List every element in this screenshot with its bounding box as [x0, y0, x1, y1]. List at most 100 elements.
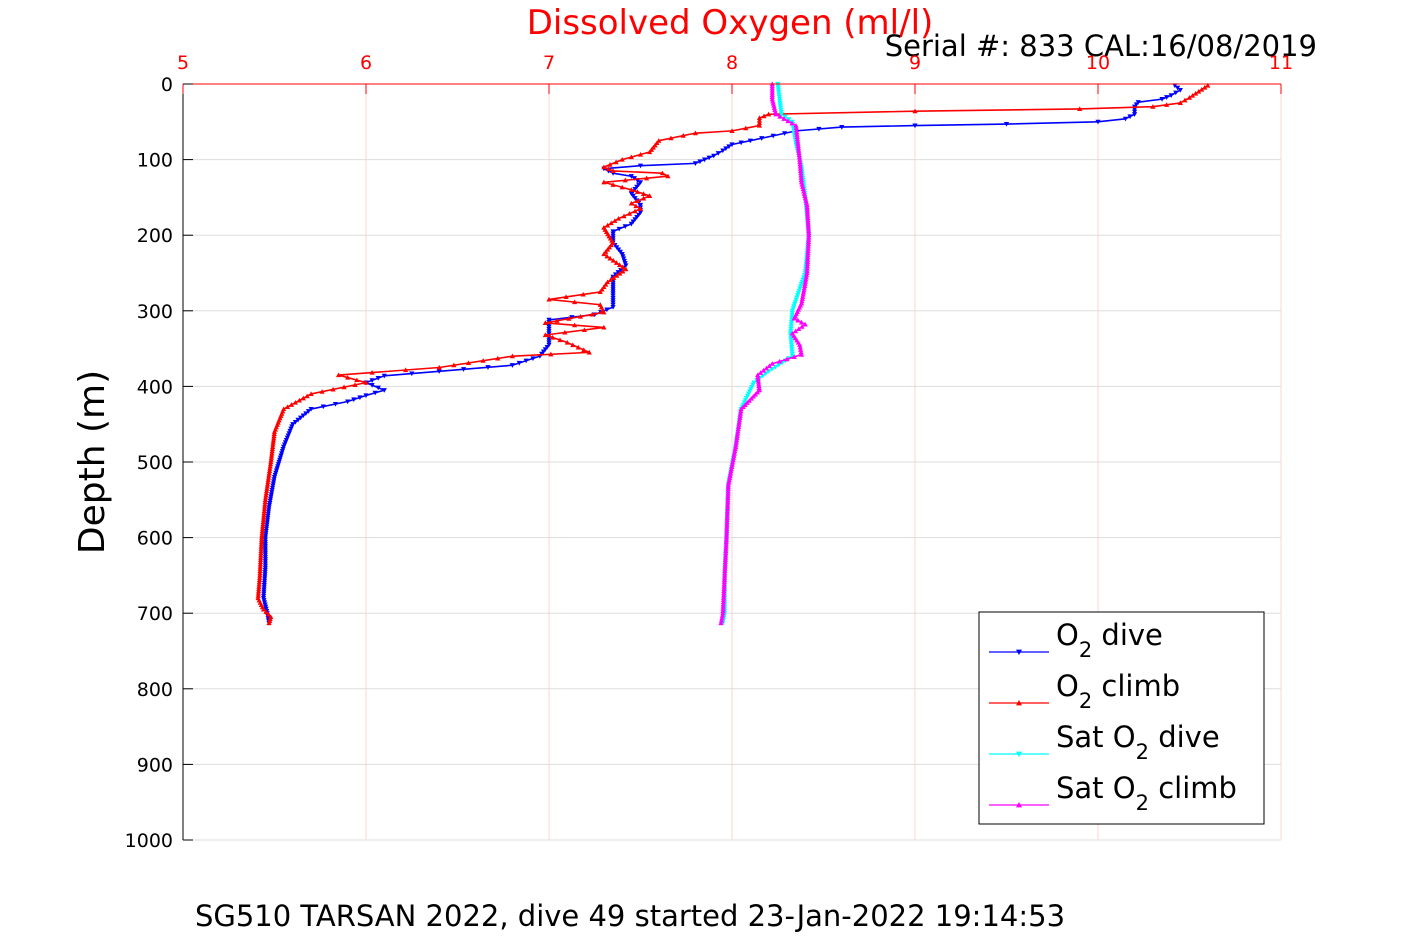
series-point [612, 218, 618, 223]
series-point [258, 555, 264, 560]
series-point [723, 146, 729, 152]
series-point [375, 376, 381, 381]
series-point [264, 486, 270, 491]
series-point [335, 372, 342, 378]
series-point [610, 168, 616, 174]
series-point [548, 351, 554, 357]
series-point [295, 417, 301, 423]
series-point [772, 109, 778, 115]
series-point [261, 514, 267, 520]
series-point [723, 535, 730, 540]
series-point [737, 410, 744, 416]
series-point [269, 446, 276, 452]
series-point [772, 364, 778, 370]
series-point [781, 116, 787, 121]
series-point [771, 103, 777, 108]
series-point [1095, 119, 1101, 125]
series-point [637, 206, 644, 211]
series-point [262, 501, 268, 507]
series-point [332, 401, 339, 407]
x-tick-label: 5 [177, 52, 189, 74]
series-point [805, 245, 811, 251]
series-point [737, 413, 743, 418]
series-point [258, 543, 264, 549]
series-point [798, 170, 804, 176]
series-point [575, 344, 581, 350]
legend-swatch-marker [1016, 700, 1022, 706]
series-point [795, 138, 801, 144]
series-point [628, 221, 634, 227]
series-point [266, 470, 272, 476]
series-point [381, 373, 387, 379]
series-point [755, 378, 762, 384]
series-point [608, 277, 614, 283]
series-point [797, 344, 803, 350]
series-point [796, 326, 802, 332]
series-point [735, 428, 741, 434]
series-point [776, 358, 783, 364]
series-point [546, 296, 552, 302]
series-point [789, 120, 795, 126]
series-point [797, 163, 803, 169]
series-point [721, 595, 727, 600]
series-point [668, 135, 674, 141]
series-point [260, 606, 267, 612]
series-point [772, 107, 778, 112]
series-point [1175, 85, 1181, 91]
series-point [805, 213, 811, 218]
series-point [259, 532, 265, 538]
series-point [586, 349, 592, 355]
series-point [733, 444, 739, 449]
series-point [570, 342, 576, 348]
series-0 [260, 83, 1183, 626]
series-point [308, 407, 314, 412]
series-point [256, 586, 262, 592]
series-point [792, 328, 799, 334]
series-point [805, 254, 811, 260]
series-point [623, 266, 629, 272]
series-point [793, 125, 799, 130]
series-point [692, 130, 698, 136]
series-point [270, 439, 276, 445]
series-point [562, 329, 568, 335]
series-point [805, 219, 811, 225]
series-line [720, 84, 810, 624]
series-point [711, 153, 717, 159]
series-point [608, 220, 614, 226]
series-point [637, 163, 644, 169]
series-point [735, 424, 742, 429]
series-point [381, 388, 387, 393]
series-point [798, 349, 804, 355]
series-point [816, 126, 822, 132]
series-point [726, 479, 732, 485]
series-point [724, 504, 731, 509]
series-point [509, 363, 515, 368]
series-point [769, 367, 775, 372]
series-point [634, 198, 641, 204]
series-point [802, 283, 808, 289]
series-point [734, 430, 741, 436]
series-point [725, 501, 731, 507]
series-point [724, 512, 730, 518]
series-point [605, 166, 612, 172]
series-point [773, 111, 779, 117]
series-line [257, 84, 1209, 624]
series-point [803, 197, 809, 203]
series-point [722, 561, 728, 567]
series-point [721, 586, 727, 591]
series-point [572, 299, 578, 305]
series-point [802, 195, 808, 201]
series-point [620, 268, 626, 274]
series-point [258, 550, 264, 556]
series-point [795, 141, 801, 146]
legend-swatch-marker [1016, 649, 1022, 655]
series-point [1196, 88, 1202, 94]
series-point [769, 361, 775, 366]
series-point [288, 402, 295, 407]
series-point [265, 474, 272, 480]
series-point [319, 389, 325, 394]
series-point [255, 593, 261, 598]
series-point [802, 321, 808, 327]
series-point [640, 195, 647, 201]
series-point [760, 373, 766, 379]
